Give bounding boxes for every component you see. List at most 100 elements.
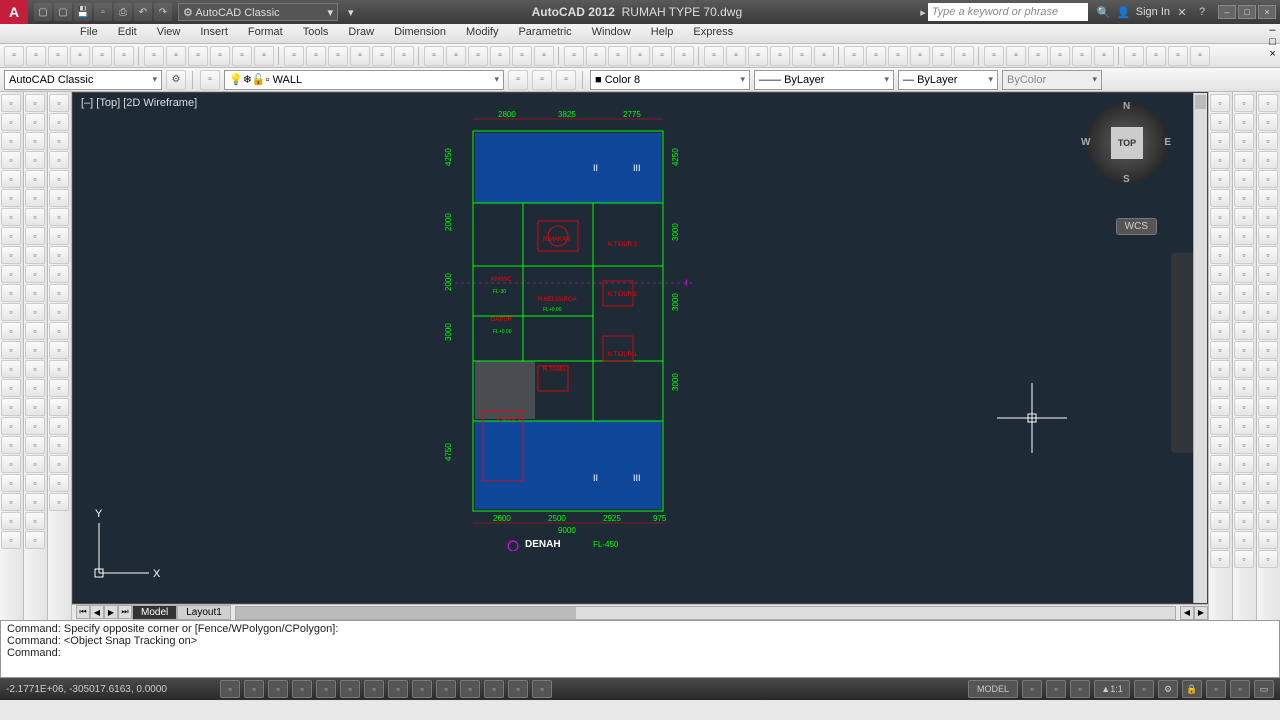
toolbar-btn-2[interactable]: ▫ bbox=[48, 46, 68, 66]
draw2-tool-5[interactable]: ▫ bbox=[25, 189, 45, 207]
tab-first-icon[interactable]: ⏮ bbox=[76, 605, 90, 619]
qat-open-icon[interactable]: ▢ bbox=[54, 3, 72, 21]
modify2-tool-5[interactable]: ▫ bbox=[1234, 189, 1254, 207]
draw3-tool-16[interactable]: ▫ bbox=[49, 398, 69, 416]
modify3-tool-14[interactable]: ▫ bbox=[1258, 360, 1278, 378]
modify2-tool-0[interactable]: ▫ bbox=[1234, 94, 1254, 112]
toolbar-btn-45[interactable]: ▫ bbox=[1050, 46, 1070, 66]
modify3-tool-16[interactable]: ▫ bbox=[1258, 398, 1278, 416]
modify-tool-16[interactable]: ▫ bbox=[1210, 398, 1230, 416]
toolbar-btn-50[interactable]: ▫ bbox=[1168, 46, 1188, 66]
draw2-tool-10[interactable]: ▫ bbox=[25, 284, 45, 302]
help-search-input[interactable]: Type a keyword or phrase bbox=[928, 3, 1088, 21]
modify2-tool-17[interactable]: ▫ bbox=[1234, 417, 1254, 435]
minimize-button[interactable]: – bbox=[1218, 5, 1236, 19]
status-toggle-10[interactable]: ▫ bbox=[460, 680, 480, 698]
draw3-tool-17[interactable]: ▫ bbox=[49, 417, 69, 435]
qat-saveas-icon[interactable]: ▫ bbox=[94, 3, 112, 21]
view-cube[interactable]: TOP N S E W bbox=[1087, 103, 1167, 183]
toolbar-btn-49[interactable]: ▫ bbox=[1146, 46, 1166, 66]
draw-tool-19[interactable]: ▫ bbox=[1, 455, 21, 473]
toolbar-btn-23[interactable]: ▫ bbox=[534, 46, 554, 66]
draw-tool-20[interactable]: ▫ bbox=[1, 474, 21, 492]
toolbar-btn-10[interactable]: ▫ bbox=[232, 46, 252, 66]
toolbar-btn-35[interactable]: ▫ bbox=[814, 46, 834, 66]
draw2-tool-1[interactable]: ▫ bbox=[25, 113, 45, 131]
status-toggle-4[interactable]: ▫ bbox=[316, 680, 336, 698]
modify-tool-17[interactable]: ▫ bbox=[1210, 417, 1230, 435]
modify2-tool-6[interactable]: ▫ bbox=[1234, 208, 1254, 226]
modify2-tool-23[interactable]: ▫ bbox=[1234, 531, 1254, 549]
draw3-tool-12[interactable]: ▫ bbox=[49, 322, 69, 340]
modify-tool-5[interactable]: ▫ bbox=[1210, 189, 1230, 207]
draw-tool-4[interactable]: ▫ bbox=[1, 170, 21, 188]
modify-tool-2[interactable]: ▫ bbox=[1210, 132, 1230, 150]
draw2-tool-18[interactable]: ▫ bbox=[25, 436, 45, 454]
draw3-tool-20[interactable]: ▫ bbox=[49, 474, 69, 492]
modify2-tool-2[interactable]: ▫ bbox=[1234, 132, 1254, 150]
draw2-tool-16[interactable]: ▫ bbox=[25, 398, 45, 416]
draw-tool-11[interactable]: ▫ bbox=[1, 303, 21, 321]
toolbar-btn-38[interactable]: ▫ bbox=[888, 46, 908, 66]
modify2-tool-22[interactable]: ▫ bbox=[1234, 512, 1254, 530]
draw2-tool-12[interactable]: ▫ bbox=[25, 322, 45, 340]
search-icon[interactable]: 🔍 bbox=[1096, 4, 1112, 20]
toolbar-btn-46[interactable]: ▫ bbox=[1072, 46, 1092, 66]
modify2-tool-3[interactable]: ▫ bbox=[1234, 151, 1254, 169]
draw3-tool-9[interactable]: ▫ bbox=[49, 265, 69, 283]
modify3-tool-3[interactable]: ▫ bbox=[1258, 151, 1278, 169]
lineweight-dropdown[interactable]: — ByLayer▾ bbox=[898, 70, 998, 90]
modify3-tool-11[interactable]: ▫ bbox=[1258, 303, 1278, 321]
qat-redo-icon[interactable]: ↷ bbox=[154, 3, 172, 21]
modify-tool-12[interactable]: ▫ bbox=[1210, 322, 1230, 340]
toolbar-btn-14[interactable]: ▫ bbox=[328, 46, 348, 66]
toolbar-btn-22[interactable]: ▫ bbox=[512, 46, 532, 66]
modify-tool-7[interactable]: ▫ bbox=[1210, 227, 1230, 245]
tab-prev-icon[interactable]: ◀ bbox=[90, 605, 104, 619]
modify-tool-9[interactable]: ▫ bbox=[1210, 265, 1230, 283]
status-toggle-0[interactable]: ▫ bbox=[220, 680, 240, 698]
layer-props-icon[interactable]: ▫ bbox=[508, 70, 528, 90]
menu-draw[interactable]: Draw bbox=[338, 24, 384, 43]
modify3-tool-20[interactable]: ▫ bbox=[1258, 474, 1278, 492]
vertical-scrollbar[interactable] bbox=[1193, 93, 1207, 603]
draw3-tool-11[interactable]: ▫ bbox=[49, 303, 69, 321]
help-icon[interactable]: ? bbox=[1194, 4, 1210, 20]
modify2-tool-4[interactable]: ▫ bbox=[1234, 170, 1254, 188]
viewport-label[interactable]: [–] [Top] [2D Wireframe] bbox=[81, 97, 197, 109]
scroll-left-icon[interactable]: ◀ bbox=[1180, 606, 1194, 620]
status-toggle-9[interactable]: ▫ bbox=[436, 680, 456, 698]
signin-link[interactable]: Sign In bbox=[1136, 6, 1170, 18]
toolbar-btn-43[interactable]: ▫ bbox=[1006, 46, 1026, 66]
draw3-tool-8[interactable]: ▫ bbox=[49, 246, 69, 264]
modify-tool-21[interactable]: ▫ bbox=[1210, 493, 1230, 511]
draw3-tool-14[interactable]: ▫ bbox=[49, 360, 69, 378]
menu-format[interactable]: Format bbox=[238, 24, 293, 43]
modify3-tool-1[interactable]: ▫ bbox=[1258, 113, 1278, 131]
toolbar-btn-20[interactable]: ▫ bbox=[468, 46, 488, 66]
modify2-tool-24[interactable]: ▫ bbox=[1234, 550, 1254, 568]
draw2-tool-2[interactable]: ▫ bbox=[25, 132, 45, 150]
toolbar-btn-28[interactable]: ▫ bbox=[652, 46, 672, 66]
modify3-tool-7[interactable]: ▫ bbox=[1258, 227, 1278, 245]
toolbar-btn-39[interactable]: ▫ bbox=[910, 46, 930, 66]
draw-tool-0[interactable]: ▫ bbox=[1, 94, 21, 112]
draw2-tool-23[interactable]: ▫ bbox=[25, 531, 45, 549]
modify2-tool-11[interactable]: ▫ bbox=[1234, 303, 1254, 321]
toolbar-btn-37[interactable]: ▫ bbox=[866, 46, 886, 66]
menu-modify[interactable]: Modify bbox=[456, 24, 508, 43]
toolbar-btn-24[interactable]: ▫ bbox=[564, 46, 584, 66]
modify-tool-8[interactable]: ▫ bbox=[1210, 246, 1230, 264]
draw3-tool-3[interactable]: ▫ bbox=[49, 151, 69, 169]
toolbar-btn-44[interactable]: ▫ bbox=[1028, 46, 1048, 66]
draw2-tool-15[interactable]: ▫ bbox=[25, 379, 45, 397]
status-toggle-12[interactable]: ▫ bbox=[508, 680, 528, 698]
modify3-tool-17[interactable]: ▫ bbox=[1258, 417, 1278, 435]
draw-tool-5[interactable]: ▫ bbox=[1, 189, 21, 207]
toolbar-btn-8[interactable]: ▫ bbox=[188, 46, 208, 66]
modify2-tool-9[interactable]: ▫ bbox=[1234, 265, 1254, 283]
status-toggle-7[interactable]: ▫ bbox=[388, 680, 408, 698]
modify3-tool-23[interactable]: ▫ bbox=[1258, 531, 1278, 549]
doc-close-button[interactable]: × bbox=[1269, 48, 1276, 60]
draw2-tool-19[interactable]: ▫ bbox=[25, 455, 45, 473]
